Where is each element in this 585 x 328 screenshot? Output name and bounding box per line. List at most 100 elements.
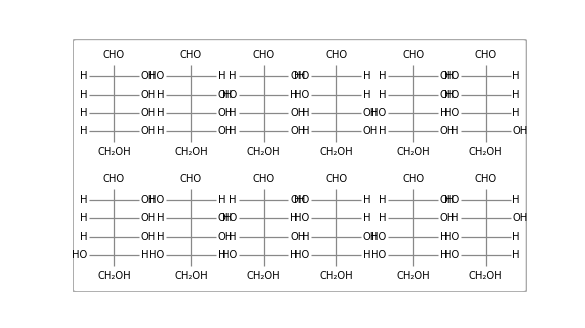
Text: OH: OH <box>140 195 156 205</box>
Text: H: H <box>80 90 87 99</box>
Text: H: H <box>512 195 520 205</box>
Text: CH₂OH: CH₂OH <box>397 147 430 157</box>
Text: CHO: CHO <box>253 174 274 184</box>
Text: H: H <box>363 213 370 223</box>
Text: CHO: CHO <box>474 174 497 184</box>
Text: HO: HO <box>149 250 164 260</box>
Text: H: H <box>157 90 164 99</box>
Text: H: H <box>440 250 448 260</box>
Text: HO: HO <box>443 71 459 81</box>
Text: HO: HO <box>222 90 237 99</box>
Text: OH: OH <box>218 232 233 242</box>
Text: CH₂OH: CH₂OH <box>469 271 503 281</box>
Text: OH: OH <box>218 108 233 118</box>
Text: H: H <box>229 108 237 118</box>
Text: H: H <box>80 108 87 118</box>
FancyBboxPatch shape <box>73 39 526 292</box>
Text: H: H <box>302 126 309 136</box>
Text: OH: OH <box>140 71 156 81</box>
Text: H: H <box>379 213 387 223</box>
Text: CHO: CHO <box>180 174 202 184</box>
Text: OH: OH <box>440 90 455 99</box>
Text: H: H <box>80 195 87 205</box>
Text: CH₂OH: CH₂OH <box>319 147 353 157</box>
Text: OH: OH <box>140 90 156 99</box>
Text: HO: HO <box>443 90 459 99</box>
Text: H: H <box>290 213 298 223</box>
Text: H: H <box>157 108 164 118</box>
Text: CHO: CHO <box>103 174 125 184</box>
Text: H: H <box>218 250 225 260</box>
Text: OH: OH <box>290 195 305 205</box>
Text: H: H <box>363 250 370 260</box>
Text: H: H <box>290 250 298 260</box>
Text: H: H <box>379 71 387 81</box>
Text: HO: HO <box>149 195 164 205</box>
Text: H: H <box>363 195 370 205</box>
Text: HO: HO <box>294 71 309 81</box>
Text: H: H <box>512 90 520 99</box>
Text: CH₂OH: CH₂OH <box>247 271 280 281</box>
Text: H: H <box>512 250 520 260</box>
Text: HO: HO <box>222 250 237 260</box>
Text: H: H <box>512 232 520 242</box>
Text: H: H <box>157 213 164 223</box>
Text: H: H <box>229 232 237 242</box>
Text: H: H <box>512 71 520 81</box>
Text: CH₂OH: CH₂OH <box>97 147 130 157</box>
Text: CHO: CHO <box>180 51 202 60</box>
Text: H: H <box>229 195 237 205</box>
Text: H: H <box>157 232 164 242</box>
Text: H: H <box>379 90 387 99</box>
Text: HO: HO <box>443 195 459 205</box>
Text: H: H <box>363 71 370 81</box>
Text: CH₂OH: CH₂OH <box>174 271 208 281</box>
Text: OH: OH <box>512 126 528 136</box>
Text: H: H <box>218 195 225 205</box>
Text: H: H <box>218 71 225 81</box>
Text: OH: OH <box>512 213 528 223</box>
Text: HO: HO <box>72 250 87 260</box>
Text: OH: OH <box>140 126 156 136</box>
Text: H: H <box>512 108 520 118</box>
Text: HO: HO <box>149 71 164 81</box>
Text: H: H <box>302 232 309 242</box>
Text: H: H <box>157 126 164 136</box>
Text: CH₂OH: CH₂OH <box>247 147 280 157</box>
Text: H: H <box>80 71 87 81</box>
Text: OH: OH <box>218 126 233 136</box>
Text: CH₂OH: CH₂OH <box>469 147 503 157</box>
Text: CHO: CHO <box>253 51 274 60</box>
Text: CHO: CHO <box>402 174 424 184</box>
Text: H: H <box>229 126 237 136</box>
Text: HO: HO <box>371 232 387 242</box>
Text: H: H <box>229 71 237 81</box>
Text: CHO: CHO <box>103 51 125 60</box>
Text: OH: OH <box>363 232 378 242</box>
Text: HO: HO <box>371 250 387 260</box>
Text: H: H <box>440 232 448 242</box>
Text: H: H <box>363 90 370 99</box>
Text: CH₂OH: CH₂OH <box>97 271 130 281</box>
Text: OH: OH <box>140 108 156 118</box>
Text: OH: OH <box>218 213 233 223</box>
Text: H: H <box>80 213 87 223</box>
Text: HO: HO <box>443 232 459 242</box>
Text: OH: OH <box>440 195 455 205</box>
Text: CHO: CHO <box>325 174 347 184</box>
Text: HO: HO <box>443 250 459 260</box>
Text: OH: OH <box>290 232 305 242</box>
Text: H: H <box>452 213 459 223</box>
Text: H: H <box>80 232 87 242</box>
Text: OH: OH <box>140 232 156 242</box>
Text: OH: OH <box>290 108 305 118</box>
Text: H: H <box>379 195 387 205</box>
Text: HO: HO <box>294 90 309 99</box>
Text: CHO: CHO <box>402 51 424 60</box>
Text: CHO: CHO <box>474 51 497 60</box>
Text: H: H <box>452 126 459 136</box>
Text: OH: OH <box>440 213 455 223</box>
Text: CHO: CHO <box>325 51 347 60</box>
Text: OH: OH <box>140 213 156 223</box>
Text: H: H <box>440 108 448 118</box>
